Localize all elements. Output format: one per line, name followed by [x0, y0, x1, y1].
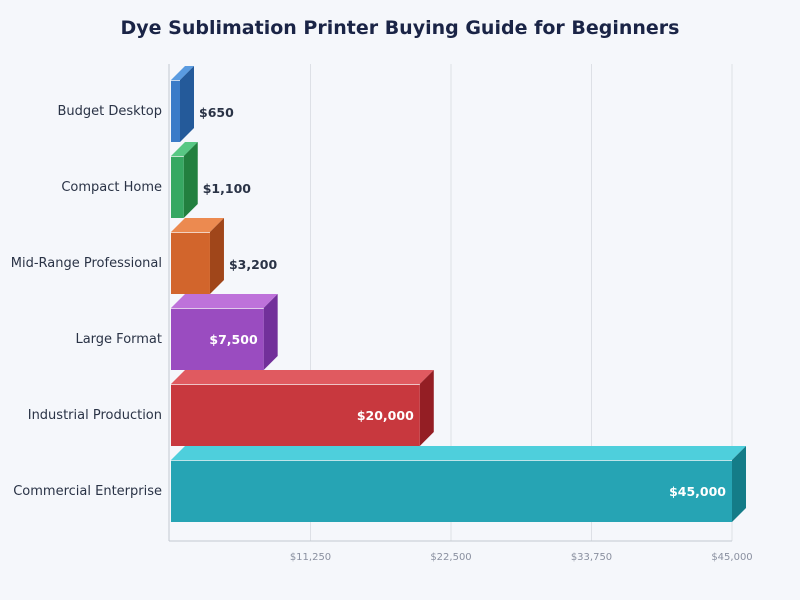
bar	[171, 80, 180, 142]
category-label: Mid-Range Professional	[11, 256, 162, 271]
bar	[171, 232, 210, 294]
x-tick-label: $11,250	[290, 552, 331, 563]
category-label: Compact Home	[61, 180, 162, 195]
bar-side-face	[209, 218, 224, 294]
bar-side-face	[263, 294, 278, 370]
data-label: $20,000	[357, 408, 414, 423]
category-label: Industrial Production	[28, 408, 162, 423]
bar	[171, 460, 732, 522]
bar-top-face	[171, 370, 434, 384]
category-label: Large Format	[75, 332, 162, 347]
bar	[171, 156, 184, 218]
bar-top-face	[171, 446, 746, 460]
x-tick-label: $22,500	[430, 552, 471, 563]
data-label: $45,000	[669, 484, 726, 499]
x-tick-label: $33,750	[571, 552, 612, 563]
data-label: $650	[199, 105, 234, 120]
data-label: $1,100	[203, 181, 252, 196]
bar-top-face	[171, 66, 194, 80]
bar	[171, 308, 264, 370]
bar-side-face	[419, 370, 434, 446]
bar-side-face	[183, 142, 198, 218]
chart-title: Dye Sublimation Printer Buying Guide for…	[121, 17, 680, 39]
data-label: $7,500	[209, 332, 258, 347]
x-tick-label: $45,000	[711, 552, 752, 563]
category-label: Commercial Enterprise	[13, 484, 162, 499]
category-label: Budget Desktop	[57, 104, 162, 119]
data-label: $3,200	[229, 257, 278, 272]
bar-side-face	[732, 446, 746, 522]
bar	[171, 384, 420, 446]
bar-top-face	[171, 218, 224, 232]
bar-top-face	[171, 294, 278, 308]
bar-side-face	[180, 66, 194, 142]
bar-top-face	[171, 142, 198, 156]
